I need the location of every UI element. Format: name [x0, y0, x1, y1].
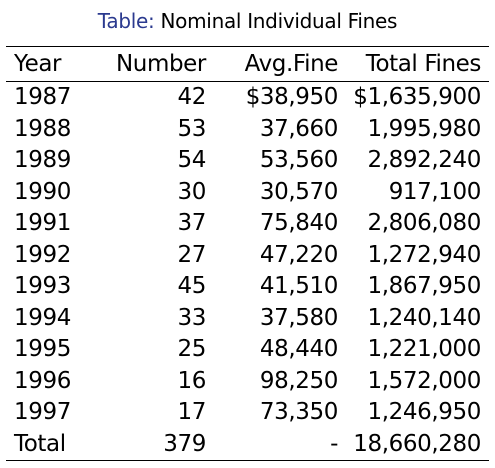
cell-avg-fine: 30,570: [259, 178, 338, 205]
cell-number: 37: [177, 210, 207, 236]
cell-year: 1994: [14, 304, 71, 331]
cell-total-fines: 1,272,940: [367, 241, 482, 268]
cell-total-fines: 1,221,000: [367, 336, 482, 362]
table-row: 1992 27 47,220 1,272,940: [6, 240, 489, 272]
cell-avg-fine: $38,950: [245, 84, 339, 110]
header-year: Year: [14, 51, 62, 77]
total-fines: 18,660,280: [353, 430, 481, 457]
cell-number: 53: [177, 115, 207, 142]
cell-total-fines: 1,240,140: [367, 304, 482, 331]
cell-avg-fine: 48,440: [259, 336, 338, 362]
header-total-fines: Total Fines: [365, 51, 482, 77]
header-number: Number: [116, 51, 206, 77]
cell-number: 30: [177, 178, 207, 205]
cell-total-fines: 1,867,950: [367, 273, 482, 299]
cell-year: 1995: [14, 336, 71, 362]
table-row: 1993 45 41,510 1,867,950: [6, 271, 489, 303]
header-row: Year Number Avg.Fine Total Fines: [6, 46, 489, 82]
cell-total-fines: 2,892,240: [367, 147, 482, 173]
table-body: 1987 42 $38,950 $1,635,900 1988 53 37,660 1,995…: [6, 82, 489, 461]
table-row: 1988 53 37,660 1,995,980: [6, 114, 489, 146]
table-row: 1996 16 98,250 1,572,000: [6, 366, 489, 398]
header-avg-fine: Avg.Fine: [244, 51, 339, 77]
cell-avg-fine: 41,510: [259, 273, 338, 299]
table-row: 1995 25 48,440 1,221,000: [6, 334, 489, 366]
cell-year: 1992: [14, 241, 71, 268]
cell-year: 1990: [14, 178, 71, 205]
cell-total-fines: 1,246,950: [367, 399, 482, 425]
total-number: 379: [163, 430, 206, 457]
table-row: 1997 17 73,350 1,246,950: [6, 397, 489, 429]
cell-year: 1997: [14, 399, 71, 425]
total-label: Total: [14, 430, 66, 457]
cell-year: 1993: [14, 273, 71, 299]
cell-number: 27: [177, 241, 207, 268]
cell-year: 1987: [14, 84, 71, 110]
fines-table: Year Number Avg.Fine Total Fines 1987 42 $…: [6, 46, 489, 461]
cell-number: 33: [177, 304, 207, 331]
total-avg-fine: -: [330, 430, 338, 457]
cell-avg-fine: 98,250: [259, 367, 338, 394]
cell-number: 17: [177, 399, 207, 425]
cell-number: 16: [177, 367, 207, 394]
table-row: 1989 54 53,560 2,892,240: [6, 145, 489, 177]
cell-total-fines: 917,100: [388, 178, 482, 205]
total-row: Total 379 -18,660,280: [6, 429, 489, 461]
cell-total-fines: 2,806,080: [367, 210, 482, 236]
cell-year: 1996: [14, 367, 71, 394]
table-header: Year Number Avg.Fine Total Fines: [6, 46, 489, 82]
cell-avg-fine: 73,350: [259, 399, 338, 425]
cell-total-fines: 1,995,980: [367, 115, 482, 142]
table-row: 1994 33 37,580 1,240,140: [6, 303, 489, 335]
cell-avg-fine: 47,220: [259, 241, 338, 268]
table-row: 1987 42 $38,950 $1,635,900: [6, 82, 489, 114]
cell-total-fines: $1,635,900: [353, 84, 481, 110]
cell-avg-fine: 37,660: [259, 115, 338, 142]
cell-year: 1988: [14, 115, 71, 142]
cell-avg-fine: 53,560: [259, 147, 338, 173]
cell-number: 54: [177, 147, 207, 173]
cell-year: 1989: [14, 147, 71, 173]
caption-text: Nominal Individual Fines: [154, 9, 398, 33]
table-row: 1990 30 30,570 917,100: [6, 177, 489, 209]
cell-avg-fine: 75,840: [259, 210, 338, 236]
cell-number: 45: [177, 273, 207, 299]
caption-label: Table:: [97, 9, 155, 33]
cell-avg-fine: 37,580: [259, 304, 338, 331]
table-row: 1991 37 75,840 2,806,080: [6, 208, 489, 240]
cell-number: 25: [177, 336, 207, 362]
cell-total-fines: 1,572,000: [367, 367, 482, 394]
table-caption: Table: Nominal Individual Fines: [0, 8, 495, 34]
cell-number: 42: [177, 84, 207, 110]
cell-year: 1991: [14, 210, 71, 236]
